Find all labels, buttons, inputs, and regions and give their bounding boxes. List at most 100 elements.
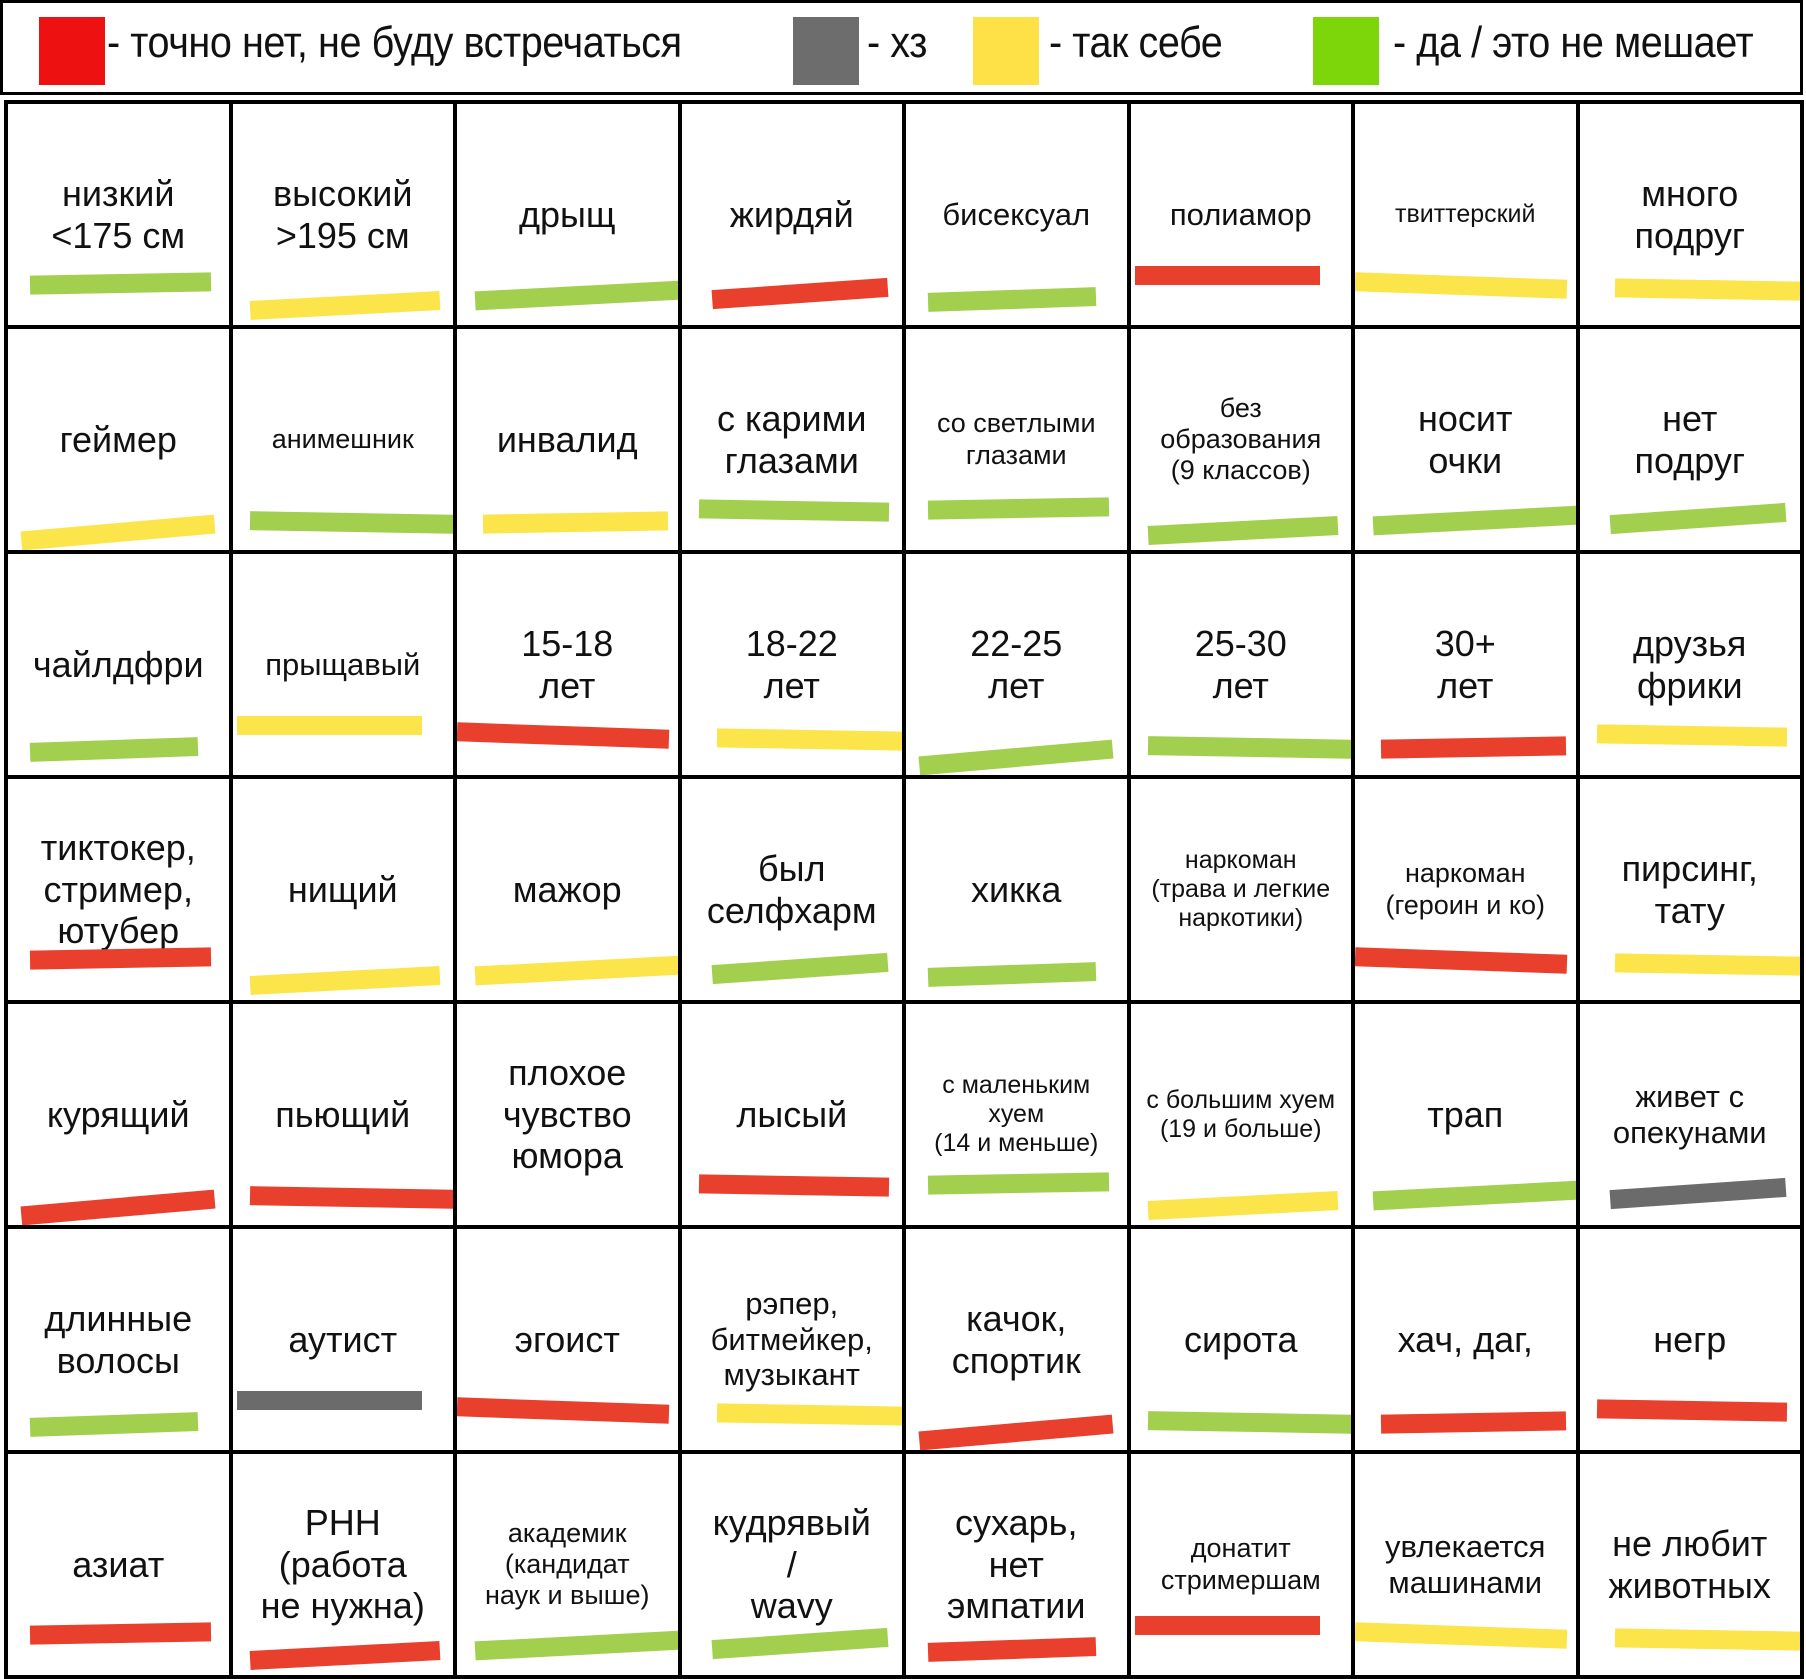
grid-cell: хикка (906, 779, 1131, 1004)
grid-cell: тиктокер, стример, ютубер (8, 779, 233, 1004)
cell-label: 15-18 лет (521, 623, 614, 706)
cell-label: живет с опекунами (1612, 1078, 1767, 1150)
cell-label: полиамор (1169, 196, 1312, 232)
rating-mark-red (918, 1414, 1114, 1450)
rating-mark-green (29, 737, 198, 762)
cell-label: инвалид (496, 418, 638, 460)
rating-mark-yellow (249, 291, 441, 320)
grid-cell: геймер (8, 329, 233, 554)
rating-mark-red (1596, 1399, 1787, 1422)
cell-label: друзья фрики (1633, 623, 1747, 706)
grid-cell: друзья фрики (1579, 554, 1804, 779)
grid-cell: эгоист (457, 1229, 682, 1454)
cell-label: сирота (1184, 1318, 1298, 1360)
grid-cell: азиат (8, 1454, 233, 1679)
grid-cell: бисексуал (906, 104, 1131, 329)
cell-label: жирдяй (729, 193, 854, 235)
legend-swatch (793, 17, 859, 85)
rating-mark-yellow (1355, 1622, 1567, 1649)
grid-cell: рэпер, битмейкер, музыкант (681, 1229, 906, 1454)
rating-mark-green (1147, 736, 1352, 759)
rating-mark-green (927, 962, 1096, 987)
grid-cell: носит очки (1355, 329, 1580, 554)
rating-mark-green (249, 511, 454, 534)
rating-mark-red (249, 1641, 441, 1670)
rating-mark-green (29, 1412, 198, 1437)
grid-cell: дрыщ (457, 104, 682, 329)
rating-mark-red (698, 1174, 889, 1197)
rating-mark-red (1381, 1411, 1567, 1434)
grid-cell: мажор (457, 779, 682, 1004)
rating-mark-red (1134, 266, 1321, 285)
rating-mark-yellow (236, 716, 423, 735)
rating-mark-green (1372, 1180, 1576, 1211)
cell-label: увлекается машинами (1385, 1528, 1546, 1600)
cell-label: наркоман (трава и легкие наркотики) (1151, 846, 1331, 932)
rating-mark-red (1134, 1616, 1321, 1635)
grid-cell: РНН (работа не нужна) (232, 1454, 457, 1679)
rating-mark-yellow (1614, 953, 1801, 976)
rating-mark-green (1609, 502, 1788, 535)
legend: - точно нет, не буду встречаться - хз - та… (0, 0, 1803, 95)
cell-label: наркоман (героин и ко) (1385, 858, 1546, 920)
rating-mark-yellow (1614, 1628, 1801, 1651)
legend-swatch (1313, 17, 1379, 85)
grid-cell: не любит животных (1579, 1454, 1804, 1679)
cell-label: эгоист (514, 1318, 620, 1360)
rating-mark-green (711, 1627, 890, 1660)
cell-label: пьющий (275, 1093, 411, 1135)
cell-label: анимешник (271, 423, 414, 454)
cell-label: мажор (512, 868, 622, 910)
grid-cell: академик (кандидат наук и выше) (457, 1454, 682, 1679)
grid-cell: низкий <175 см (8, 104, 233, 329)
grid-cell: 25-30 лет (1130, 554, 1355, 779)
cell-label: бисексуал (942, 196, 1091, 232)
cell-label: прыщавый (265, 646, 421, 682)
cell-label: чайлдфри (32, 643, 204, 685)
grid-cell: кудрявый / wavy (681, 1454, 906, 1679)
rating-mark-red (711, 277, 890, 310)
rating-mark-green (1372, 505, 1576, 536)
cell-label: твиттерский (1395, 200, 1536, 229)
rating-mark-yellow (716, 1403, 903, 1426)
cell-label: нет подруг (1634, 398, 1745, 481)
rating-mark-green (927, 1172, 1109, 1195)
preference-grid: низкий <175 см высокий >195 см дрыщ жирдяй б… (4, 100, 1804, 1679)
cell-label: со светлыми глазами (936, 408, 1096, 470)
cell-label: лысый (736, 1093, 848, 1135)
cell-label: хикка (971, 868, 1062, 910)
grid-cell: твиттерский (1355, 104, 1580, 329)
cell-label: тиктокер, стример, ютубер (40, 827, 196, 952)
grid-cell: высокий >195 см (232, 104, 457, 329)
grid-cell: пьющий (232, 1004, 457, 1229)
legend-swatch (39, 17, 105, 85)
rating-mark-green (1147, 516, 1339, 545)
legend-label: - да / это не мешает (1393, 18, 1754, 67)
cell-label: носит очки (1418, 398, 1513, 481)
grid-cell: нищий (232, 779, 457, 1004)
cell-label: 30+ лет (1434, 623, 1496, 706)
cell-label: с маленьким хуем (14 и меньше) (934, 1071, 1099, 1157)
rating-mark-green (698, 499, 889, 522)
grid-cell: хач, даг, (1355, 1229, 1580, 1454)
legend-label: - так себе (1049, 18, 1223, 67)
cell-label: низкий <175 см (51, 173, 186, 256)
grid-cell: со светлыми глазами (906, 329, 1131, 554)
grid-cell: аутист (232, 1229, 457, 1454)
cell-label: без образования (9 классов) (1160, 392, 1322, 486)
cell-label: плохое чувство юмора (502, 1052, 632, 1177)
rating-mark-green (474, 1630, 678, 1661)
grid-cell: прыщавый (232, 554, 457, 779)
grid-cell: жирдяй (681, 104, 906, 329)
grid-cell: наркоман (трава и легкие наркотики) (1130, 779, 1355, 1004)
grid-cell: с маленьким хуем (14 и меньше) (906, 1004, 1131, 1229)
grid-cell: с большим хуем (19 и больше) (1130, 1004, 1355, 1229)
cell-label: курящий (46, 1093, 190, 1135)
grid-cell: чайлдфри (8, 554, 233, 779)
rating-mark-red (29, 947, 211, 970)
rating-mark-red (1381, 736, 1567, 759)
grid-cell: с карими глазами (681, 329, 906, 554)
grid-cell: пирсинг, тату (1579, 779, 1804, 1004)
rating-mark-yellow (1596, 724, 1787, 747)
cell-label: не любит животных (1608, 1523, 1771, 1606)
